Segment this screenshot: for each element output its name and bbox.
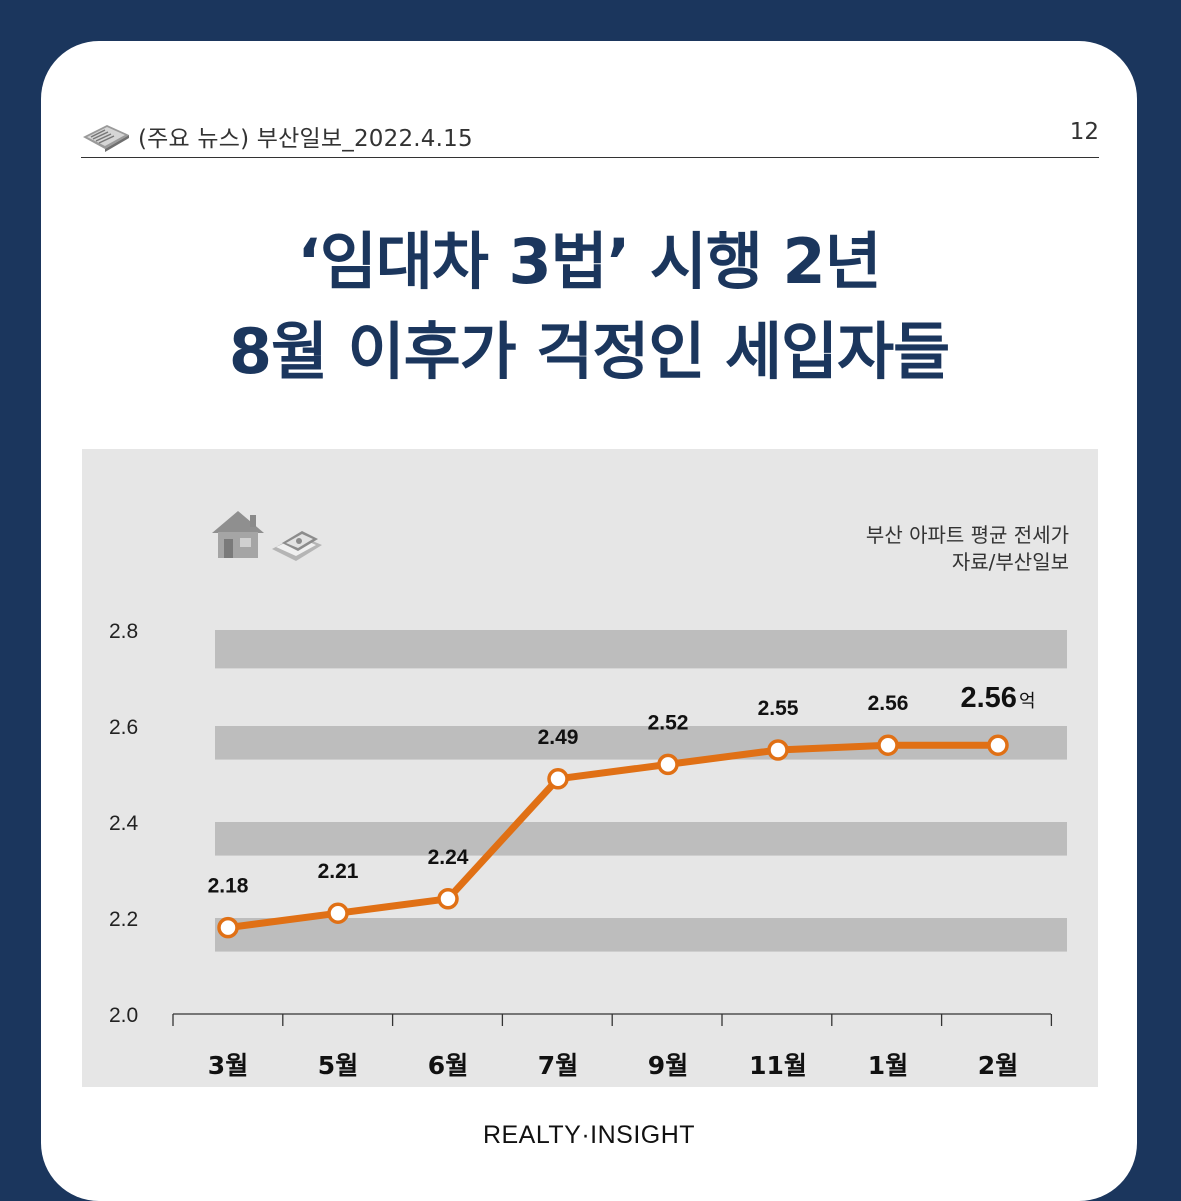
money-icon (272, 531, 322, 561)
data-point (327, 902, 349, 924)
y-tick-label: 2.6 (109, 716, 138, 739)
x-tick-label: 2월 (978, 1051, 1018, 1080)
grid-bands (215, 630, 1067, 952)
data-point (437, 888, 459, 910)
data-label: 2.24 (428, 846, 469, 869)
data-label: 2.56 (868, 692, 909, 715)
y-tick-label: 2.2 (109, 908, 138, 931)
data-point (217, 916, 239, 939)
data-label: 2.21 (318, 860, 359, 883)
y-tick-label: 2.4 (109, 812, 139, 835)
chart-title: 부산 아파트 평균 전세가 (865, 523, 1069, 547)
data-label: 2.56 억 (960, 682, 1035, 714)
grid-band (215, 822, 1067, 856)
y-tick-label: 2.8 (109, 620, 138, 643)
data-point (657, 753, 679, 776)
x-axis-labels: 3월 5월 6월 7월 9월 11월 1월 2월 (208, 1051, 1018, 1080)
data-point (877, 734, 899, 756)
data-label-unit: 억 (1019, 691, 1036, 711)
series-line (224, 741, 1002, 932)
chart-panel: 2.0 2.2 2.4 2.6 2.8 3월 5월 6월 7월 9월 11월 1월 2월 2.18 2.… (82, 449, 1098, 1087)
data-point (767, 739, 789, 761)
x-tick-label: 9월 (648, 1051, 688, 1080)
headline-line-2: 8월 이후가 걱정인 세입자들 (228, 315, 950, 388)
newspaper-icon (83, 125, 129, 152)
x-tick-label: 6월 (428, 1051, 468, 1080)
x-axis (172, 1013, 1053, 1026)
y-axis-ticks: 2.0 2.2 2.4 2.6 2.8 (109, 620, 139, 1027)
header: (주요 뉴스) 부산일보_2022.4.15 12 (81, 117, 1099, 158)
headline: ‘임대차 3법’ 시행 2년 8월 이후가 걱정인 세입자들 (41, 217, 1137, 397)
card: (주요 뉴스) 부산일보_2022.4.15 12 ‘임대차 3법’ 시행 2년… (41, 41, 1137, 1201)
data-points (217, 734, 1009, 939)
grid-band (215, 630, 1067, 669)
x-tick-label: 3월 (208, 1051, 248, 1080)
data-label: 2.18 (208, 875, 249, 898)
data-label: 2.49 (538, 726, 579, 749)
data-point (987, 734, 1009, 756)
data-labels: 2.18 2.21 2.24 2.49 2.52 2.55 2.56 2.56 억 (208, 682, 1036, 898)
chart-source: 자료/부산일보 (951, 550, 1069, 574)
x-tick-label: 5월 (318, 1051, 358, 1080)
y-tick-label: 2.0 (109, 1004, 138, 1027)
x-tick-label: 7월 (538, 1051, 578, 1080)
house-icon (212, 511, 264, 558)
line-chart: 2.02.22.42.62.8 3월 5월 6월 7월 9월 11월 1월 2월 2.182.… (109, 511, 1067, 1080)
data-label: 2.55 (758, 697, 799, 720)
series-path (224, 741, 1002, 932)
headline-line-1: ‘임대차 3법’ 시행 2년 (297, 225, 881, 298)
x-tick-label: 11월 (749, 1051, 807, 1080)
brand-footer: REALTY·INSIGHT (482, 1121, 696, 1149)
chart-caption: 부산 아파트 평균 전세가 자료/부산일보 (866, 522, 1069, 576)
x-tick-label: 1월 (868, 1051, 908, 1080)
grid-band (215, 918, 1067, 952)
data-point (547, 768, 569, 790)
data-label: 2.52 (648, 711, 689, 734)
source-text: (주요 뉴스) 부산일보_2022.4.15 (138, 126, 473, 152)
page-number: 12 (1069, 119, 1099, 145)
